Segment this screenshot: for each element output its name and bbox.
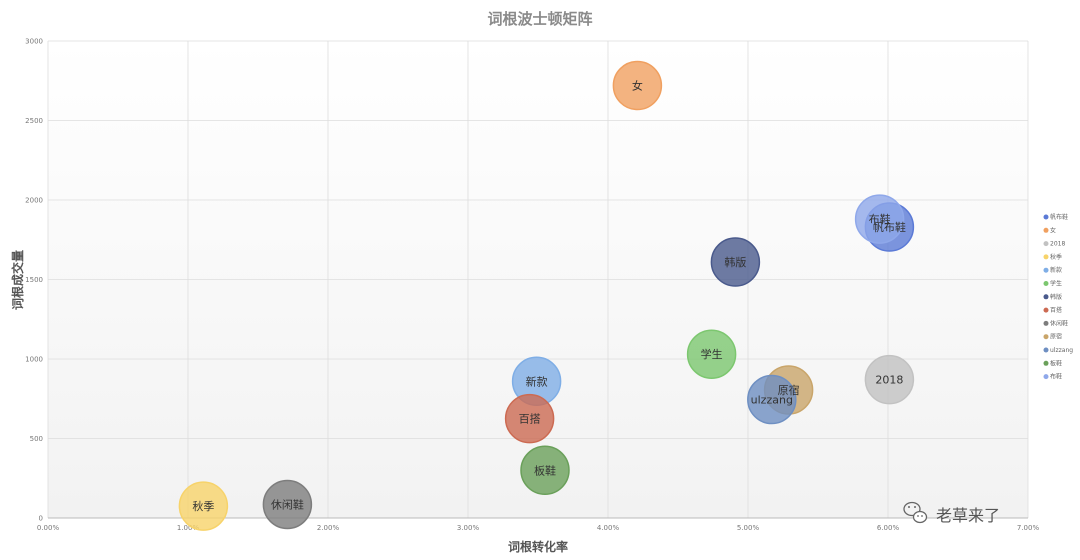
x-tick-label: 2.00% xyxy=(317,524,340,532)
bubble-point[interactable] xyxy=(262,479,313,530)
bubble-label: 帆布鞋 xyxy=(873,220,906,234)
legend-item-label: 秋季 xyxy=(1050,253,1062,261)
legend-marker xyxy=(1043,281,1049,286)
bubble-label: 女 xyxy=(632,79,643,93)
bubble-label: 百搭 xyxy=(519,413,541,426)
bubble-point[interactable] xyxy=(854,194,905,244)
x-tick-label: 6.00% xyxy=(877,524,900,532)
bubble-point[interactable] xyxy=(178,481,229,531)
chart-title: 词根波士顿矩阵 xyxy=(487,10,592,28)
wechat-icon xyxy=(903,501,928,524)
bubble-label: 韩版 xyxy=(724,255,746,269)
legend-item-label: 女 xyxy=(1050,226,1056,234)
legend-marker xyxy=(1043,320,1049,326)
x-tick-label: 3.00% xyxy=(457,524,480,532)
y-axis-ticks: 0 500 1000 1500 2000 2500 3000 xyxy=(25,38,43,523)
bubble-series xyxy=(178,60,915,531)
legend-marker xyxy=(1043,360,1049,366)
legend-marker xyxy=(1043,227,1049,233)
bubble-label: 2018 xyxy=(875,374,903,387)
legend-item-label: 板鞋 xyxy=(1050,359,1062,367)
y-axis-title: 词根成交量 xyxy=(10,250,25,310)
legend-marker xyxy=(1043,334,1049,340)
legend-item-label: 学生 xyxy=(1050,280,1062,288)
y-tick-label: 1500 xyxy=(25,276,43,284)
bubble-point[interactable] xyxy=(520,445,570,496)
legend-item-label: 布鞋 xyxy=(1050,373,1062,381)
bubble-label: 学生 xyxy=(701,347,723,361)
x-tick-label: 1.00% xyxy=(177,524,200,532)
bubble-point[interactable] xyxy=(504,393,555,444)
legend-item-label: 原宿 xyxy=(1050,333,1062,341)
y-tick-label: 500 xyxy=(30,435,43,443)
legend-item-label: 韩版 xyxy=(1050,293,1062,301)
bubble-label: ulzzang xyxy=(751,394,793,407)
legend-marker xyxy=(1043,214,1049,220)
x-tick-label: 7.00% xyxy=(1017,524,1040,532)
legend-marker xyxy=(1043,374,1049,380)
legend-item-label: 百搭 xyxy=(1050,306,1062,314)
bubble-point[interactable] xyxy=(710,237,761,287)
bubble-point[interactable] xyxy=(747,374,797,425)
x-axis-ticks: 0.00% 1.00% 2.00% 3.00% 4.00% 5.00% 6.00% 7.00% xyxy=(37,524,1040,532)
x-tick-label: 4.00% xyxy=(597,524,620,532)
bubble-label: 新款 xyxy=(526,374,548,388)
legend-marker xyxy=(1043,267,1049,273)
watermark-text: 老草来了 xyxy=(936,506,1000,525)
legend-item-label: 2018 xyxy=(1050,241,1065,248)
y-tick-label: 1000 xyxy=(25,356,43,364)
legend-marker xyxy=(1043,347,1049,353)
legend-item-label: 休闲鞋 xyxy=(1050,319,1068,327)
bubble-label: 休闲鞋 xyxy=(271,497,304,511)
legend-marker xyxy=(1043,307,1049,313)
y-tick-label: 3000 xyxy=(25,38,43,46)
x-axis-title: 词根转化率 xyxy=(508,539,568,554)
bubble-point[interactable] xyxy=(864,354,915,405)
legend-marker xyxy=(1043,294,1049,300)
legend-marker xyxy=(1043,254,1049,260)
bubble-point[interactable] xyxy=(612,60,663,111)
x-tick-label: 5.00% xyxy=(737,524,760,532)
legend-marker xyxy=(1043,241,1049,247)
y-tick-label: 2000 xyxy=(25,197,43,205)
bubble-point[interactable] xyxy=(686,329,737,379)
x-tick-label: 0.00% xyxy=(37,524,60,532)
y-tick-label: 0 xyxy=(39,515,43,523)
y-tick-label: 2500 xyxy=(25,117,43,125)
bubble-label: 秋季 xyxy=(192,499,214,513)
watermark: 老草来了 xyxy=(903,501,1000,525)
legend-item-label: 帆布鞋 xyxy=(1050,213,1068,221)
bubble-label: 布鞋 xyxy=(869,212,891,226)
legend-item-label: 新款 xyxy=(1050,266,1062,274)
legend-item-label: ulzzang xyxy=(1050,347,1073,354)
bubble-label: 原宿 xyxy=(778,383,800,397)
bubble-label: 板鞋 xyxy=(534,463,556,477)
